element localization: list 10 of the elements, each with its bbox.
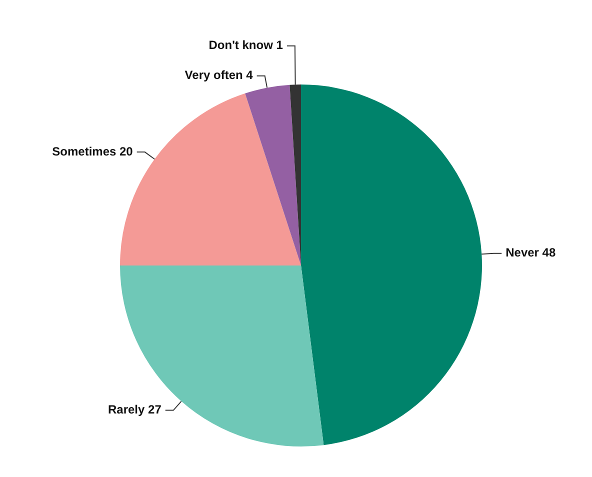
data-label: 4 [246, 68, 254, 82]
slice-label: Very often [184, 68, 243, 82]
data-label: 20 [120, 144, 134, 158]
data-label: 1 [276, 38, 284, 52]
slice-label: Sometimes [52, 144, 117, 158]
slice-label: Never [506, 246, 540, 260]
slice-label: Rarely [108, 402, 146, 417]
slice-label: Don't know [208, 38, 274, 52]
data-label: 48 [542, 246, 556, 260]
data-label: 27 [148, 402, 162, 417]
